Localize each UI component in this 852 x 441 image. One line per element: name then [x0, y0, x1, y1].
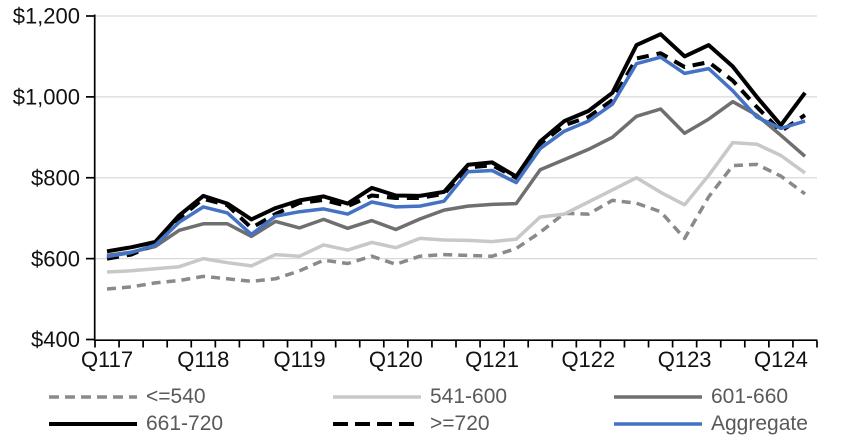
x-axis-label: Q121 — [465, 347, 519, 372]
y-axis-label: $1,000 — [13, 85, 80, 110]
x-axis-label: Q120 — [369, 347, 423, 372]
series-line-Aggregate — [106, 55, 806, 259]
series-line->=720 — [106, 51, 807, 261]
x-axis-label: Q122 — [561, 347, 615, 372]
series-line-661-720 — [106, 32, 807, 254]
y-axis-label: $1,200 — [13, 4, 80, 29]
x-axis-label: Q117 — [81, 347, 133, 372]
axes — [86, 14, 818, 348]
x-axis-label: Q119 — [273, 347, 325, 372]
x-axis-label: Q118 — [177, 347, 229, 372]
series-lines — [106, 32, 807, 291]
y-axis-label: $600 — [31, 246, 80, 271]
gridlines — [95, 15, 817, 260]
series-line-541-600 — [106, 140, 807, 274]
x-axis-label: Q124 — [754, 347, 808, 372]
y-axis-label: $800 — [31, 165, 80, 190]
x-axis-label: Q123 — [658, 347, 712, 372]
series-line-601-660 — [106, 99, 807, 258]
y-axis-labels: $400 $600 $800 $1,000 $1,200 — [13, 4, 80, 353]
y-axis-label: $400 — [31, 327, 80, 352]
x-axis-labels: Q117 Q118 Q119 Q120 Q121 Q122 Q123 Q124 — [81, 347, 808, 372]
